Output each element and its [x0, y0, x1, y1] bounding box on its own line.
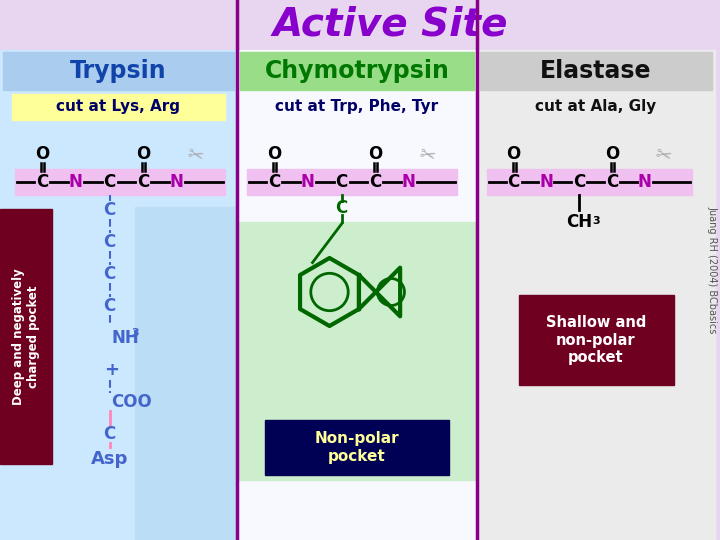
Text: C: C: [104, 233, 116, 251]
Text: N: N: [69, 173, 83, 191]
Text: Trypsin: Trypsin: [70, 59, 167, 83]
Text: O: O: [267, 145, 282, 163]
Text: C: C: [606, 173, 618, 191]
Text: O: O: [507, 145, 521, 163]
Text: C: C: [336, 199, 348, 217]
Text: 3: 3: [593, 216, 600, 226]
Text: C: C: [336, 173, 348, 191]
Text: O: O: [136, 145, 150, 163]
Text: N: N: [402, 173, 415, 191]
Bar: [12, 94, 225, 120]
Text: Chymotrypsin: Chymotrypsin: [264, 59, 449, 83]
Text: CH: CH: [566, 213, 593, 231]
Text: COO: COO: [112, 393, 152, 411]
Text: N: N: [638, 173, 652, 191]
Bar: [480, 52, 712, 90]
Bar: [237, 50, 477, 540]
Text: NH: NH: [112, 329, 139, 347]
Text: C: C: [369, 173, 381, 191]
Text: ✂: ✂: [652, 145, 673, 167]
Text: cut at Lys, Arg: cut at Lys, Arg: [56, 99, 181, 114]
Text: Shallow and
non-polar
pocket: Shallow and non-polar pocket: [546, 315, 646, 365]
Text: O: O: [35, 145, 50, 163]
Text: cut at Ala, Gly: cut at Ala, Gly: [536, 99, 657, 114]
Text: C: C: [104, 265, 116, 283]
Text: N: N: [170, 173, 184, 191]
Text: -: -: [143, 399, 148, 412]
Bar: [135, 207, 235, 540]
Text: N: N: [301, 173, 315, 191]
Text: Deep and negatively
charged pocket: Deep and negatively charged pocket: [12, 268, 40, 405]
Bar: [477, 50, 715, 540]
Bar: [0, 50, 237, 540]
Text: ✂: ✂: [184, 145, 205, 167]
Bar: [518, 295, 673, 385]
Bar: [247, 169, 457, 195]
Text: N: N: [539, 173, 554, 191]
Text: ✂: ✂: [416, 145, 437, 167]
Text: O: O: [605, 145, 619, 163]
Text: cut at Trp, Phe, Tyr: cut at Trp, Phe, Tyr: [276, 99, 438, 114]
Text: O: O: [368, 145, 382, 163]
Text: C: C: [573, 173, 585, 191]
Text: C: C: [104, 173, 116, 191]
Bar: [265, 420, 449, 475]
Text: C: C: [268, 173, 280, 191]
Text: Non-polar
pocket: Non-polar pocket: [315, 431, 400, 464]
Text: C: C: [508, 173, 520, 191]
Text: C: C: [104, 425, 116, 443]
Text: C: C: [137, 173, 149, 191]
Bar: [15, 169, 225, 195]
Text: C: C: [104, 201, 116, 219]
Bar: [0, 209, 52, 464]
Bar: [3, 52, 234, 90]
Text: Asp: Asp: [91, 450, 128, 468]
Bar: [239, 222, 475, 480]
Text: C: C: [36, 173, 48, 191]
Text: Juang RH (2004) BCbasics: Juang RH (2004) BCbasics: [707, 206, 717, 334]
Text: 3: 3: [132, 328, 139, 338]
Text: C: C: [104, 297, 116, 315]
Bar: [0, 0, 720, 50]
Text: Elastase: Elastase: [540, 59, 652, 83]
Text: Active Site: Active Site: [272, 6, 508, 44]
Text: +: +: [104, 361, 119, 379]
Bar: [240, 52, 474, 90]
Bar: [487, 169, 692, 195]
